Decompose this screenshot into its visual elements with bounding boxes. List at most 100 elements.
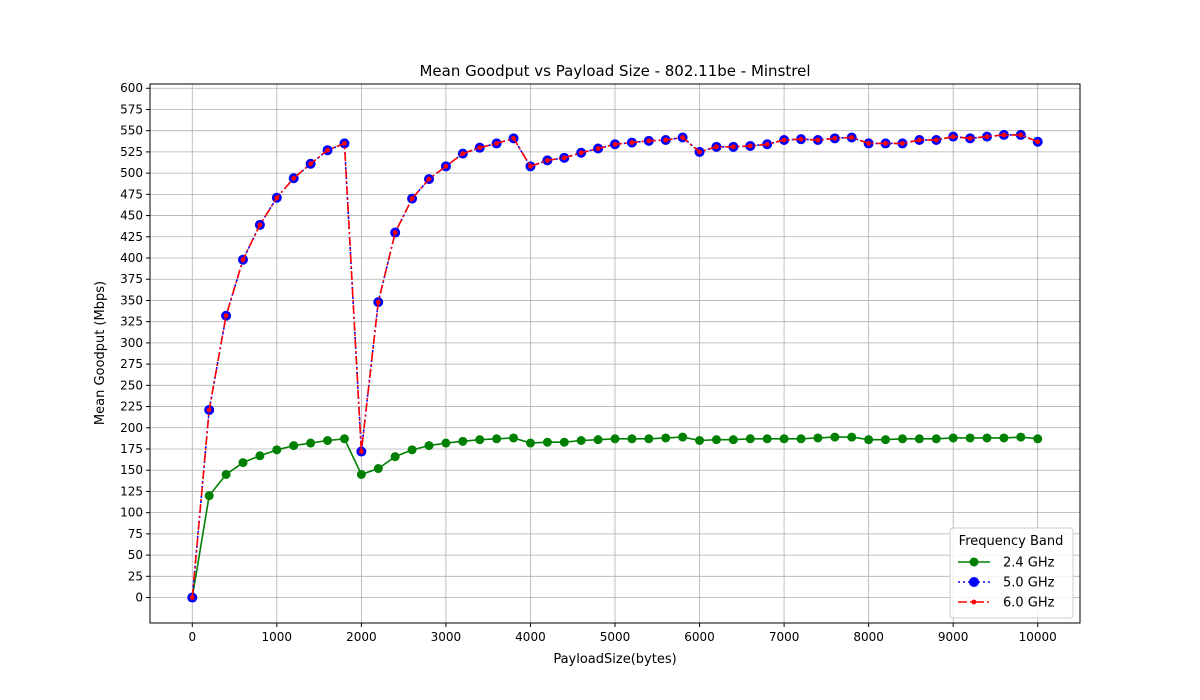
data-point <box>542 437 552 447</box>
data-point <box>982 433 992 443</box>
y-tick-label: 275 <box>120 357 143 371</box>
data-point <box>595 146 601 151</box>
data-point <box>1035 139 1041 145</box>
data-point <box>680 135 686 140</box>
data-point <box>392 230 398 235</box>
grid-lines <box>150 84 1080 623</box>
y-tick-label: 525 <box>120 145 143 159</box>
data-point <box>1001 132 1007 138</box>
x-tick-label: 10000 <box>1019 630 1057 644</box>
data-point <box>745 434 755 444</box>
legend-item: 2.4 GHz <box>958 556 1055 571</box>
data-point <box>272 445 282 455</box>
data-point <box>204 491 214 501</box>
x-tick-label: 6000 <box>684 630 715 644</box>
legend-box <box>949 527 1074 619</box>
data-point <box>325 147 330 153</box>
data-point <box>950 134 956 140</box>
data-point <box>221 469 231 479</box>
data-point <box>274 195 280 201</box>
x-tick-label: 1000 <box>262 630 293 644</box>
data-point <box>730 144 736 150</box>
data-point <box>390 452 400 462</box>
data-point <box>728 435 738 445</box>
x-axis-label: PayloadSize(bytes) <box>553 652 676 667</box>
data-point <box>612 141 618 147</box>
data-point <box>525 438 535 448</box>
data-point <box>864 435 874 445</box>
data-point <box>1018 132 1024 138</box>
data-point <box>339 434 349 444</box>
data-point <box>663 137 669 143</box>
y-tick-label: 475 <box>120 187 143 201</box>
legend-label: 2.4 GHz <box>1003 556 1055 571</box>
data-point <box>883 141 888 146</box>
legend-item: 5.0 GHz <box>958 576 1055 591</box>
y-tick-label: 50 <box>128 548 143 562</box>
x-tick-label: 0 <box>188 630 196 644</box>
legend-marker <box>969 557 979 567</box>
legend-marker <box>969 577 979 587</box>
data-point <box>900 141 905 146</box>
y-tick-label: 400 <box>120 251 143 265</box>
y-tick-label: 375 <box>120 272 143 286</box>
data-point <box>933 137 939 143</box>
y-tick-label: 500 <box>120 166 143 180</box>
y-tick-label: 125 <box>120 484 143 498</box>
y-tick-label: 225 <box>120 400 143 414</box>
data-point <box>189 595 195 600</box>
data-point <box>561 155 567 161</box>
legend-marker <box>971 599 977 605</box>
data-point <box>830 432 840 442</box>
data-point <box>494 141 500 146</box>
data-point <box>458 436 468 446</box>
data-point <box>477 145 483 151</box>
legend: Frequency Band 2.4 GHz 5.0 GHz 6.0 GHz <box>949 527 1074 619</box>
y-tick-label: 75 <box>128 527 143 541</box>
legend-label: 6.0 GHz <box>1003 596 1055 611</box>
y-tick-label: 350 <box>120 293 143 307</box>
data-point <box>426 176 432 182</box>
legend-title: Frequency Band <box>959 534 1064 549</box>
data-point <box>578 150 584 156</box>
y-tick-label: 450 <box>120 209 143 223</box>
data-point <box>914 434 924 444</box>
data-point <box>967 135 973 141</box>
data-point <box>747 143 753 149</box>
y-tick-label: 150 <box>120 463 143 477</box>
series-6-0-ghz <box>189 132 1041 600</box>
data-point <box>206 407 212 413</box>
y-tick-label: 25 <box>128 569 143 583</box>
data-point <box>443 163 449 169</box>
data-point <box>815 137 821 143</box>
y-tick-label: 250 <box>120 378 143 392</box>
chart-title: Mean Goodput vs Payload Size - 802.11be … <box>419 62 810 80</box>
data-point <box>475 435 485 445</box>
data-point <box>291 175 297 181</box>
data-point <box>697 149 702 155</box>
data-point <box>509 433 519 443</box>
data-point <box>948 433 958 443</box>
data-point <box>1016 432 1026 442</box>
data-point <box>308 161 314 167</box>
y-tick-label: 200 <box>120 421 143 435</box>
legend-items: 2.4 GHz 5.0 GHz 6.0 GHz <box>958 556 1055 611</box>
data-point <box>629 140 635 145</box>
data-point <box>257 222 263 228</box>
y-tick-label: 175 <box>120 442 143 456</box>
data-point <box>965 433 975 443</box>
data-point <box>407 445 417 455</box>
x-tick-label: 4000 <box>515 630 546 644</box>
x-tick-label: 3000 <box>431 630 462 644</box>
data-point <box>441 438 451 448</box>
data-point <box>714 144 719 150</box>
data-point <box>849 135 855 140</box>
data-point <box>255 451 265 461</box>
data-point <box>711 435 721 445</box>
data-point <box>528 163 533 169</box>
data-point <box>559 437 569 447</box>
data-point <box>781 137 787 143</box>
data-point <box>695 436 705 446</box>
data-point <box>593 435 603 445</box>
y-tick-label: 100 <box>120 506 143 520</box>
